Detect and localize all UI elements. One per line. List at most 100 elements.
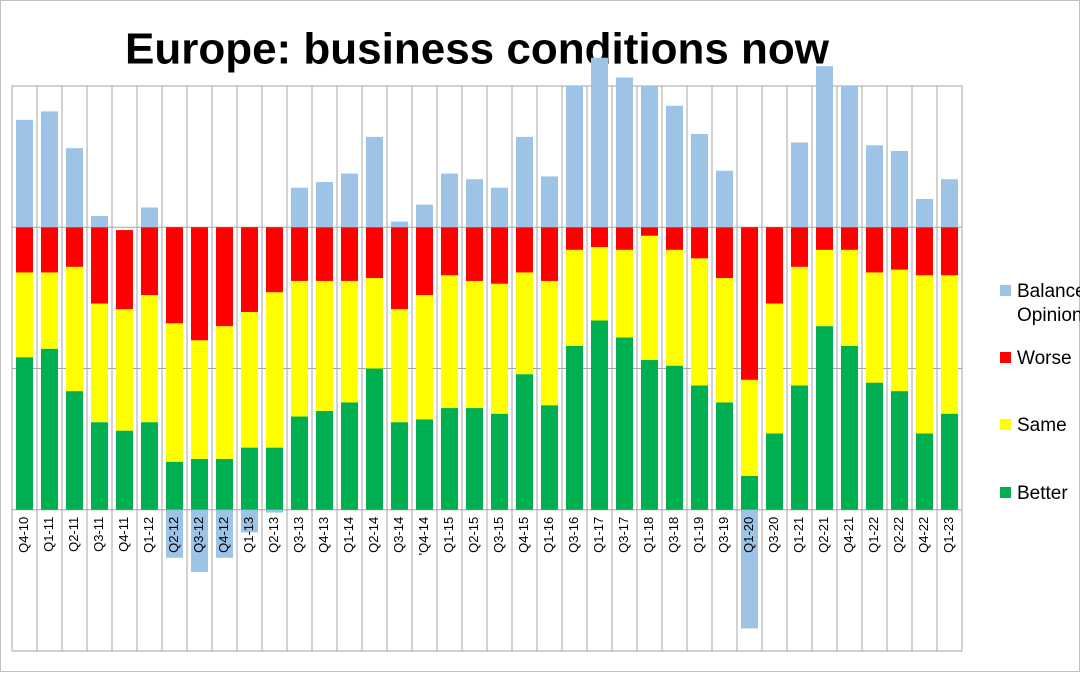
bar-segment	[766, 433, 783, 510]
bar-segment	[316, 280, 333, 411]
bar-segment	[666, 105, 683, 228]
x-tick-label: Q2-15	[466, 517, 481, 553]
bar-segment	[266, 227, 283, 293]
bar-segment	[491, 413, 508, 510]
bar-segment	[541, 405, 558, 510]
bar-segment	[116, 309, 133, 431]
bar-segment	[391, 309, 408, 423]
bar-segment	[591, 247, 608, 321]
bar-segment	[141, 295, 158, 423]
bar-segment	[166, 461, 183, 510]
bar-segment	[241, 509, 258, 533]
bar-segment	[41, 348, 58, 510]
bar-segment	[941, 179, 958, 228]
x-tick-label: Q4-22	[916, 517, 931, 553]
x-tick-label: Q2-14	[366, 517, 381, 553]
bar-segment	[916, 199, 933, 228]
bar-segment	[191, 458, 208, 510]
bar-segment	[216, 326, 233, 459]
x-tick-label: Q3-12	[191, 517, 206, 553]
bar-segment	[891, 227, 908, 270]
bar-segment	[666, 249, 683, 366]
x-tick-label: Q1-12	[141, 517, 156, 553]
bar-segment	[166, 227, 183, 324]
x-tick-label: Q4-11	[116, 517, 131, 552]
x-tick-label: Q2-12	[166, 517, 181, 553]
x-tick-label: Q4-13	[316, 517, 331, 553]
bar-segment	[866, 272, 883, 383]
bar-segment	[791, 227, 808, 267]
bar-segment	[216, 227, 233, 327]
bar-segment	[691, 385, 708, 510]
bar-segment	[91, 215, 108, 228]
bar-segment	[216, 458, 233, 510]
bars	[16, 57, 958, 629]
bar-segment	[316, 227, 333, 281]
bar-segment	[916, 433, 933, 510]
bar-segment	[466, 408, 483, 510]
bar-segment	[816, 66, 833, 228]
bar-segment	[491, 283, 508, 414]
x-tick-label: Q4-10	[16, 517, 31, 553]
x-tick-label: Q3-19	[716, 517, 731, 553]
x-tick-label: Q4-12	[216, 517, 231, 553]
x-tick-label: Q1-16	[541, 517, 556, 553]
legend-label: Same	[1017, 415, 1067, 436]
bar-segment	[566, 227, 583, 250]
bar-segment	[916, 275, 933, 434]
bar-segment	[266, 509, 283, 513]
x-tick-label: Q3-13	[291, 517, 306, 553]
bar-segment	[791, 266, 808, 386]
bar-segment	[116, 430, 133, 510]
x-tick-label: Q3-18	[666, 517, 681, 553]
bar-segment	[816, 249, 833, 327]
bar-segment	[491, 187, 508, 228]
bar-segment	[691, 227, 708, 259]
bar-segment	[741, 475, 758, 510]
bar-segment	[816, 326, 833, 510]
bar-segment	[41, 111, 58, 228]
bar-segment	[891, 391, 908, 510]
x-tick-label: Q1-23	[941, 517, 956, 553]
bar-segment	[266, 447, 283, 510]
bar-segment	[791, 385, 808, 510]
x-tick-label: Q2-21	[816, 517, 831, 553]
bar-segment	[491, 227, 508, 284]
x-tick-label: Q3-14	[391, 517, 406, 553]
bar-segment	[391, 422, 408, 510]
x-tick-label: Q4-21	[841, 517, 856, 553]
bar-segment	[16, 357, 33, 510]
bar-segment	[341, 173, 358, 228]
bar-segment	[516, 136, 533, 228]
x-tick-label: Q2-13	[266, 517, 281, 553]
legend-swatch	[1000, 285, 1011, 296]
x-tick-label: Q1-22	[866, 517, 881, 553]
bar-segment	[616, 337, 633, 510]
bar-segment	[141, 207, 158, 228]
bar-segment	[191, 509, 208, 572]
x-tick-label: Q1-15	[441, 517, 456, 553]
bar-segment	[366, 136, 383, 228]
bar-segment	[466, 280, 483, 409]
bar-segment	[766, 227, 783, 304]
bar-segment	[591, 320, 608, 510]
bar-segment	[541, 227, 558, 281]
bar-segment	[441, 227, 458, 276]
bar-segment	[466, 179, 483, 228]
bar-segment	[791, 142, 808, 228]
bar-segment	[291, 416, 308, 510]
bar-segment	[141, 227, 158, 296]
bar-segment	[866, 382, 883, 510]
x-tick-label: Q3-16	[566, 517, 581, 553]
bar-segment	[16, 272, 33, 358]
bar-segment	[591, 227, 608, 248]
bar-segment	[16, 227, 33, 273]
bar-segment	[416, 227, 433, 296]
bar-segment	[766, 303, 783, 434]
bar-segment	[316, 410, 333, 510]
bar-segment	[391, 221, 408, 228]
legend-label: Worse	[1017, 348, 1072, 369]
bar-segment	[441, 408, 458, 510]
